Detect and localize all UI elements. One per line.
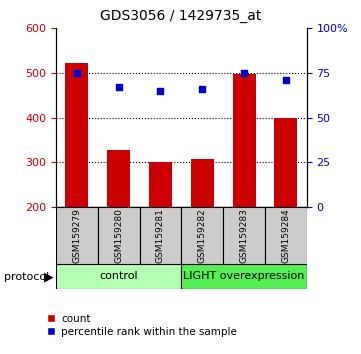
Text: GSM159280: GSM159280 <box>114 208 123 263</box>
Text: protocol: protocol <box>4 272 49 282</box>
Point <box>74 70 80 76</box>
Bar <box>56 264 181 289</box>
Point <box>241 70 247 76</box>
Text: GSM159284: GSM159284 <box>282 208 291 263</box>
Bar <box>181 207 223 264</box>
Bar <box>274 118 297 207</box>
Bar <box>265 207 307 264</box>
Text: GDS3056 / 1429735_at: GDS3056 / 1429735_at <box>100 9 261 23</box>
Bar <box>107 150 130 207</box>
Bar <box>149 162 172 207</box>
Point <box>116 85 122 90</box>
Bar <box>65 63 88 207</box>
Point <box>158 88 164 94</box>
Text: GSM159282: GSM159282 <box>198 208 207 263</box>
Bar <box>56 207 98 264</box>
Bar <box>223 207 265 264</box>
Text: ▶: ▶ <box>44 270 53 283</box>
Text: GSM159281: GSM159281 <box>156 208 165 263</box>
Point <box>199 86 205 92</box>
Legend: count, percentile rank within the sample: count, percentile rank within the sample <box>41 310 241 342</box>
Text: control: control <box>99 272 138 281</box>
Bar <box>181 264 307 289</box>
Text: GSM159283: GSM159283 <box>240 208 249 263</box>
Bar <box>140 207 181 264</box>
Bar <box>191 159 214 207</box>
Text: GSM159279: GSM159279 <box>72 208 81 263</box>
Bar <box>98 207 140 264</box>
Text: LIGHT overexpression: LIGHT overexpression <box>183 272 305 281</box>
Point <box>283 77 289 83</box>
Bar <box>232 74 256 207</box>
